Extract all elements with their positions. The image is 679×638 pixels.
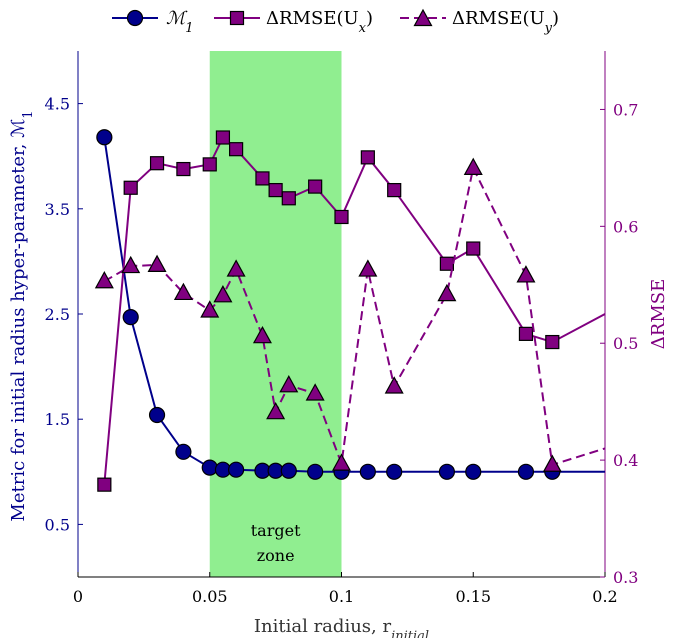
- series-uy-point: [463, 157, 483, 175]
- series-ux-point: [123, 180, 138, 195]
- series-m1-point: [359, 463, 376, 480]
- series-ux: [97, 130, 605, 492]
- series-m1-point: [386, 463, 403, 480]
- series-ux-point: [202, 157, 217, 172]
- series-ux-point: [149, 156, 165, 171]
- series-m1-point: [465, 463, 482, 480]
- series-uy-point: [94, 271, 114, 289]
- y-right-tick-label: 0.4: [613, 451, 638, 470]
- legend-uy-label: ΔRMSE(Uy): [452, 8, 559, 36]
- legend-m1-marker: [126, 9, 144, 27]
- axes-layer: 0 0.05 0.1 0.15 0.2 0.5 1.5 2.5 3.5 4.5 0.3 0.4 0.5 0…: [45, 51, 638, 606]
- target-zone-layer: target zone: [209, 51, 342, 577]
- series-ux-point: [97, 477, 112, 492]
- series-uy-point: [516, 265, 536, 283]
- series-m1-point: [122, 309, 139, 326]
- series-uy-point: [121, 255, 141, 274]
- series-uy-point: [200, 300, 220, 318]
- legend-ux-label: ΔRMSE(Ux): [266, 8, 373, 36]
- series-uy-point: [305, 383, 325, 401]
- series-m1-point: [175, 443, 192, 460]
- series-m1-point: [307, 463, 324, 480]
- series-uy-point: [437, 283, 457, 302]
- series-uy-point: [213, 285, 233, 303]
- legend-m1-label: ℳ1: [166, 8, 194, 36]
- series-ux-point: [268, 182, 283, 198]
- y-right-tick-label: 0.7: [613, 100, 638, 119]
- y-left-tick-label: 2.5: [45, 305, 70, 324]
- y-left-tick-label: 1.5: [45, 410, 70, 429]
- series-ux-point: [439, 256, 454, 271]
- series-ux-point: [255, 171, 270, 186]
- series-uy-point: [266, 401, 286, 420]
- legend: ℳ1 ΔRMSE(Ux) ΔRMSE(Uy): [112, 8, 559, 36]
- y-left-tick-label: 3.5: [45, 200, 70, 219]
- series-ux-point: [229, 142, 244, 157]
- series-uy: [94, 157, 605, 472]
- series-ux-point: [545, 334, 560, 350]
- y-right-tick-label: 0.3: [613, 568, 638, 587]
- series-uy-point: [147, 254, 167, 273]
- target-zone: [209, 51, 342, 577]
- y-right-tick-label: 0.5: [613, 334, 638, 353]
- legend-uy-marker: [413, 8, 433, 27]
- y-right-axis-title: ΔRMSE: [648, 279, 669, 349]
- axis-titles: Initial radius, rinitial Metric for initi…: [8, 110, 669, 638]
- series-uy-point: [331, 453, 352, 471]
- series-m1-point: [201, 459, 218, 476]
- series-m1-point: [148, 406, 166, 424]
- series-m1-point: [96, 129, 113, 146]
- target-zone-label-line2: zone: [257, 546, 295, 565]
- series-ux-point: [466, 241, 481, 256]
- series-ux-point: [360, 150, 375, 165]
- series-uy-point: [542, 454, 562, 472]
- series-uy-point: [226, 259, 246, 277]
- series-ux-point: [518, 326, 534, 341]
- legend-ux-marker: [229, 10, 245, 26]
- series-uy-point: [384, 376, 404, 394]
- x-tick-label: 0.1: [329, 587, 354, 606]
- series-ux-point: [334, 209, 349, 225]
- x-axis-title: Initial radius, rinitial: [254, 616, 429, 638]
- x-tick-label: 0: [73, 587, 83, 606]
- series-m1-point: [280, 462, 297, 479]
- series-uy-point: [358, 259, 378, 277]
- target-zone-label-line1: target: [251, 521, 301, 540]
- series-uy-point: [279, 375, 299, 393]
- x-tick-label: 0.2: [592, 587, 617, 606]
- series-ux-point: [176, 161, 191, 177]
- x-tick-label: 0.05: [192, 587, 228, 606]
- series-m1: [96, 129, 605, 480]
- y-right-tick-label: 0.6: [613, 217, 638, 236]
- y-left-tick-label: 4.5: [45, 95, 70, 114]
- series-uy-point: [252, 325, 272, 344]
- series-ux-point: [281, 191, 296, 206]
- series-m1-point: [517, 463, 535, 480]
- y-left-axis-title: Metric for initial radius hyper-paramete…: [8, 110, 36, 521]
- series-m1-point: [228, 461, 245, 478]
- series-layer: [94, 129, 605, 492]
- series-uy-point: [173, 282, 193, 301]
- series-ux-point: [387, 182, 402, 198]
- series-ux-point: [308, 179, 323, 194]
- series-ux-point: [215, 130, 231, 145]
- x-tick-label: 0.15: [455, 587, 491, 606]
- series-m1-point: [438, 463, 455, 480]
- y-left-tick-label: 0.5: [45, 515, 70, 534]
